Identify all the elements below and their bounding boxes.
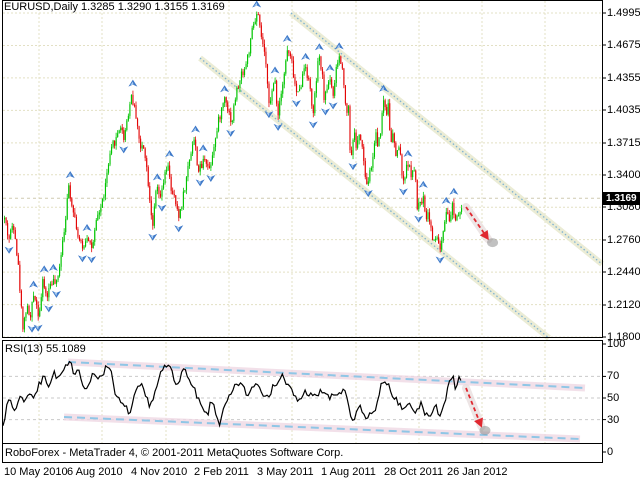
fractal-down-icon bbox=[19, 336, 29, 337]
price-axis-label: 1.3715 bbox=[607, 137, 640, 149]
chart-title: EURUSD,Daily 1.3285 1.3290 1.3155 1.3169 bbox=[4, 1, 225, 13]
date-axis-label: 1 Aug 2011 bbox=[321, 466, 376, 478]
rsi-indicator-label: RSI(13) 55.1089 bbox=[5, 343, 86, 355]
copyright-strip-border bbox=[2, 443, 603, 463]
date-axis-label: 3 May 2011 bbox=[257, 466, 314, 478]
date-axis-label: 2 Feb 2011 bbox=[194, 466, 249, 478]
rsi-axis-label: 100 bbox=[607, 338, 626, 350]
signal-arrows bbox=[462, 203, 499, 435]
price-axis-label: 1.3080 bbox=[607, 201, 640, 213]
date-axis-label: 4 Nov 2010 bbox=[131, 466, 188, 478]
date-axis-label: 26 Jan 2012 bbox=[447, 466, 508, 478]
copyright-bar: RoboForex - MetaTrader 4, © 2001-2011 Me… bbox=[5, 447, 344, 459]
trend-channel bbox=[198, 10, 604, 341]
candlestick-series bbox=[4, 11, 463, 333]
rsi-line bbox=[3, 360, 462, 428]
rsi-axis-label: 70 bbox=[607, 370, 620, 383]
price-axis-label: 1.3400 bbox=[607, 169, 640, 181]
price-axis-label: 1.2760 bbox=[607, 234, 640, 246]
signal-arrow-icon bbox=[479, 229, 489, 241]
panel-borders bbox=[2, 0, 606, 463]
rsi-axis-label: 0 bbox=[607, 446, 614, 458]
price-axis-label: 1.2440 bbox=[607, 266, 640, 278]
date-axis-label: 10 May 2010 bbox=[4, 466, 68, 478]
current-price-tag: 1.3169 bbox=[603, 192, 640, 205]
date-axis-label: 6 Aug 2010 bbox=[67, 466, 123, 478]
price-axis-label: 1.4355 bbox=[607, 72, 640, 84]
date-axis-label: 28 Oct 2011 bbox=[384, 466, 444, 478]
signal-arrow-icon bbox=[474, 417, 483, 428]
price-axis-label: 1.4035 bbox=[607, 104, 640, 116]
fractal-arrows bbox=[4, 0, 459, 337]
price-axis-label: 1.4675 bbox=[607, 39, 640, 51]
price-axis-label: 1.2120 bbox=[607, 299, 640, 311]
price-axis-label: 1.4995 bbox=[607, 7, 640, 19]
rsi-axis-label: 50 bbox=[607, 392, 620, 404]
rsi-axis-label: 30 bbox=[607, 413, 620, 426]
price-axis-label: 1.1800 bbox=[607, 331, 640, 343]
rsi-channel bbox=[63, 358, 586, 443]
